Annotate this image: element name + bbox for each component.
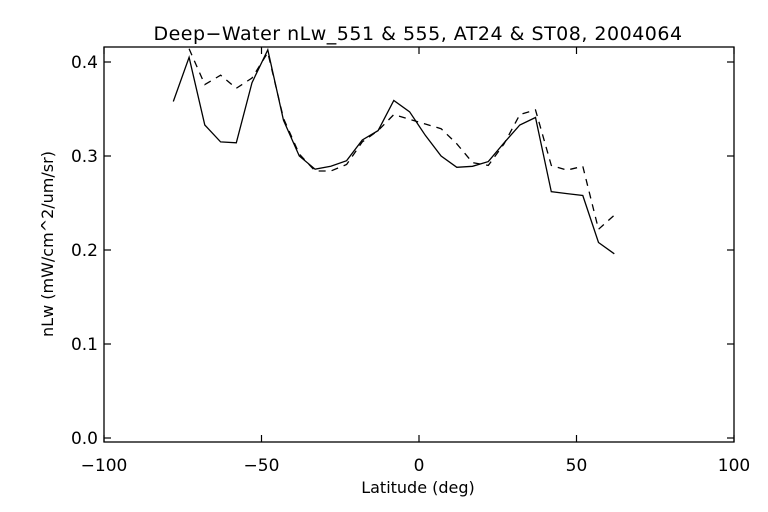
y-tick-label: 0.4 bbox=[71, 53, 98, 73]
x-tick-label: 50 bbox=[566, 456, 588, 476]
x-tick-label: −100 bbox=[81, 456, 128, 476]
plot-frame bbox=[103, 46, 735, 443]
series-line-solid bbox=[172, 47, 615, 255]
x-tick-label: 0 bbox=[414, 456, 425, 476]
chart-title: Deep−Water nLw_551 & 555, AT24 & ST08, 2… bbox=[153, 23, 682, 45]
y-axis-label: nLw (mW/cm^2/um/sr) bbox=[38, 151, 57, 337]
x-tick-label: −50 bbox=[244, 456, 280, 476]
x-axis-label: Latitude (deg) bbox=[361, 478, 475, 497]
series-line-dashed bbox=[188, 48, 615, 231]
y-tick-label: 0.3 bbox=[71, 147, 98, 167]
y-tick-label: 0.0 bbox=[71, 429, 98, 449]
axis-ticks: −100 −50 0 50 100 0.0 0.1 0.2 0.3 0.4 bbox=[71, 47, 750, 476]
y-tick-label: 0.1 bbox=[71, 335, 98, 355]
y-tick-label: 0.2 bbox=[71, 241, 98, 261]
series-group bbox=[172, 47, 615, 255]
x-tick-label: 100 bbox=[718, 456, 750, 476]
